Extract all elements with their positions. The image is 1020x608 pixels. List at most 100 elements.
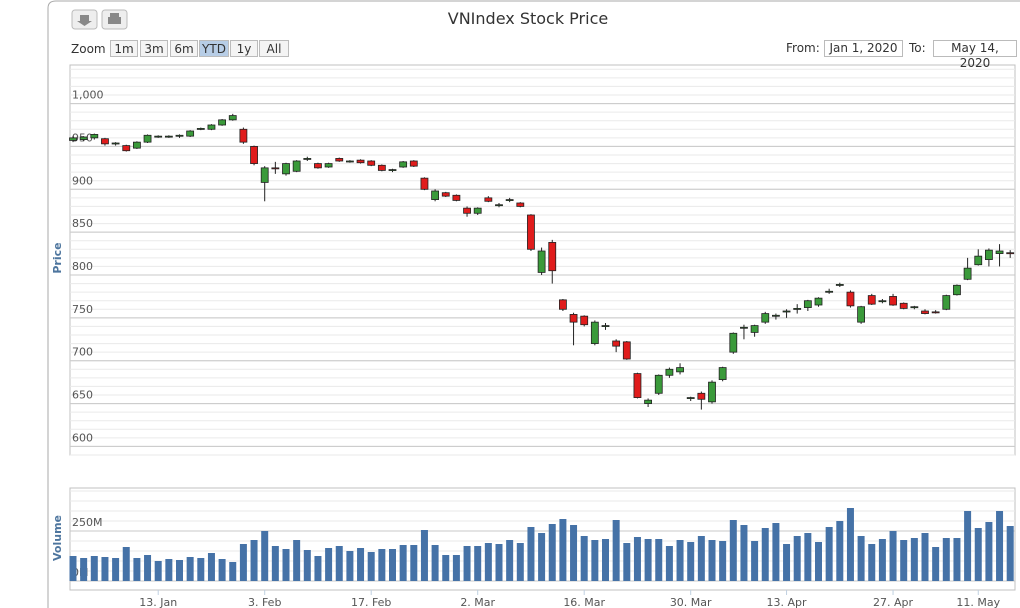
- candle-body: [793, 308, 802, 310]
- volume-bar: [953, 538, 961, 581]
- volume-bar: [293, 540, 301, 581]
- candle-body: [878, 300, 887, 303]
- candle-body: [654, 374, 663, 394]
- volume-bar: [112, 558, 120, 581]
- candle-body: [101, 138, 109, 145]
- volume-bar: [165, 559, 173, 581]
- x-tick-label: 17. Feb: [351, 596, 391, 608]
- candle-body: [782, 310, 791, 313]
- candle-body: [399, 161, 408, 168]
- candle-body: [985, 249, 993, 260]
- from-label: From:: [786, 41, 820, 55]
- volume-bar: [729, 520, 737, 581]
- zoom-button[interactable]: All: [259, 40, 289, 57]
- volume-bar: [793, 536, 801, 581]
- volume-bar: [665, 546, 673, 581]
- candle-body: [431, 190, 440, 200]
- candle-body: [622, 341, 631, 360]
- x-tick-label: 3. Feb: [248, 596, 281, 608]
- zoom-button[interactable]: 1y: [230, 40, 258, 57]
- volume-bar: [335, 546, 343, 581]
- volume-bar: [463, 546, 471, 581]
- candle-body: [260, 167, 269, 183]
- candle-body: [79, 136, 88, 140]
- volume-bar: [186, 557, 194, 581]
- candle-body: [559, 299, 567, 310]
- y-tick-label: 800: [72, 260, 93, 273]
- volume-bar: [207, 553, 215, 581]
- volume-bar: [122, 547, 130, 581]
- volume-bar: [389, 549, 396, 581]
- zoom-label: Zoom: [71, 42, 106, 56]
- candle-body: [814, 297, 823, 306]
- candle-body: [409, 160, 418, 167]
- y-tick-label: 650: [72, 389, 93, 402]
- volume-bar: [612, 520, 620, 581]
- to-input[interactable]: May 14, 2020: [933, 40, 1017, 70]
- candle-body: [420, 177, 429, 190]
- volume-bar: [325, 548, 333, 581]
- zoom-button[interactable]: YTD: [199, 40, 229, 57]
- volume-bar: [346, 551, 354, 581]
- x-tick-label: 2. Mar: [460, 596, 495, 608]
- volume-bar: [133, 558, 141, 581]
- candle-body: [644, 399, 652, 404]
- volume-bar: [197, 558, 205, 581]
- candle-body: [111, 142, 120, 145]
- candle-body: [207, 124, 216, 130]
- candle-body: [899, 302, 908, 309]
- container-border: [47, 0, 1020, 608]
- candle-body: [569, 314, 578, 323]
- candle-body: [867, 295, 876, 305]
- volume-bar: [229, 562, 237, 581]
- candle-body: [825, 290, 834, 293]
- candle-body: [292, 160, 301, 172]
- x-tick-label: 27. Apr: [873, 596, 913, 608]
- volume-bar: [602, 539, 609, 581]
- volume-bar: [644, 539, 652, 581]
- volume-bar: [985, 522, 993, 581]
- volume-bar: [410, 545, 418, 581]
- candle-body: [718, 367, 727, 380]
- volume-bar: [772, 523, 780, 581]
- volume-bar: [751, 541, 759, 581]
- candle-body: [772, 314, 780, 317]
- zoom-button[interactable]: 1m: [110, 40, 138, 57]
- volume-bar: [932, 547, 940, 581]
- candle-body: [143, 134, 152, 143]
- volume-bar: [261, 531, 269, 581]
- candle-body: [697, 392, 706, 400]
- candle-body: [761, 313, 770, 323]
- candle-body: [740, 326, 748, 329]
- candle-body: [271, 167, 280, 170]
- volume-bar: [740, 525, 748, 581]
- volume-bar: [761, 528, 769, 581]
- candle-body: [505, 199, 514, 201]
- volume-bar: [708, 540, 716, 581]
- volume-bar: [857, 536, 865, 581]
- volume-bar: [921, 533, 929, 581]
- volume-bar: [623, 543, 631, 581]
- volume-bar: [878, 539, 886, 581]
- y-tick-label: 600: [72, 431, 93, 444]
- volume-bar: [900, 540, 908, 581]
- candle-body: [314, 163, 322, 169]
- candle-body: [750, 325, 759, 333]
- candle-body: [345, 160, 354, 163]
- candle-body: [729, 332, 738, 353]
- candle-body: [69, 137, 77, 141]
- volume-bar: [697, 536, 705, 581]
- volume-bar: [516, 543, 524, 581]
- zoom-button[interactable]: 3m: [140, 40, 168, 57]
- volume-bar: [559, 519, 567, 581]
- candle-body: [889, 296, 897, 306]
- volume-bar: [580, 536, 588, 581]
- from-input[interactable]: Jan 1, 2020: [824, 40, 903, 57]
- volume-bar: [868, 544, 876, 581]
- candle-body: [676, 367, 684, 373]
- volume-bar: [910, 538, 918, 581]
- y-tick-label: 850: [72, 217, 93, 230]
- candle-body: [282, 163, 290, 175]
- zoom-button[interactable]: 6m: [170, 40, 198, 57]
